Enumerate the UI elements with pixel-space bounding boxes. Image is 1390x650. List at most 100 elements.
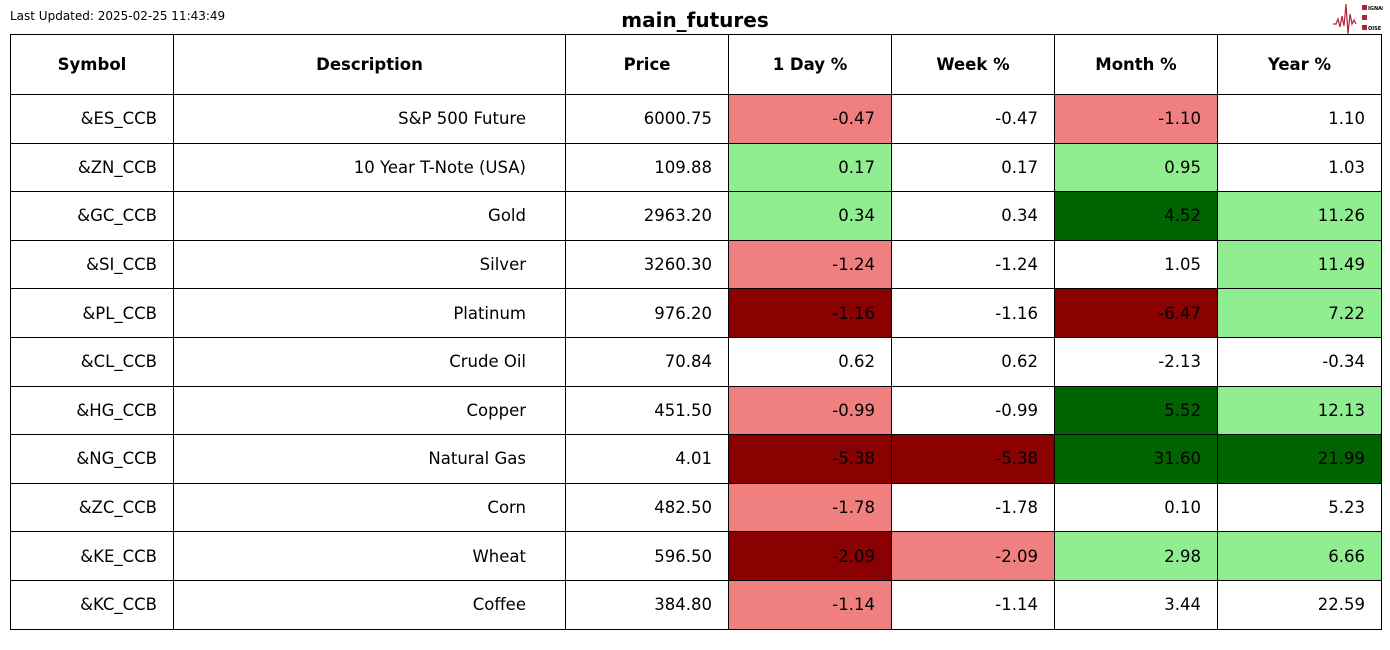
percent-cell: 0.62 <box>891 336 1055 387</box>
table-row: &ES_CCB S&P 500 Future 6000.75 -0.47 -0.47 -1… <box>10 94 1382 144</box>
percent-cell: -1.16 <box>891 288 1055 338</box>
percent-cell: -0.47 <box>728 94 892 144</box>
percent-cell: 2.98 <box>1054 531 1218 581</box>
price-cell: 6000.75 <box>565 94 729 144</box>
column-header: Description <box>173 34 566 95</box>
percent-cell: -5.38 <box>891 434 1055 484</box>
description-cell: Corn <box>173 482 566 533</box>
percent-cell: 1.05 <box>1054 239 1218 290</box>
price-cell: 384.80 <box>565 579 729 630</box>
percent-cell: 12.13 <box>1217 385 1382 436</box>
percent-cell: -1.16 <box>728 288 892 338</box>
description-cell: Coffee <box>173 579 566 630</box>
symbol-cell: &ZC_CCB <box>10 482 174 533</box>
percent-cell: -0.34 <box>1217 336 1382 387</box>
price-cell: 976.20 <box>565 288 729 338</box>
table-row: &KC_CCB Coffee 384.80 -1.14 -1.14 3.44 22.59 <box>10 579 1382 630</box>
price-cell: 596.50 <box>565 531 729 581</box>
column-header: 1 Day % <box>728 34 892 95</box>
table-row: &KE_CCB Wheat 596.50 -2.09 -2.09 2.98 6.66 <box>10 531 1382 581</box>
percent-cell: -2.09 <box>891 531 1055 581</box>
percent-cell: -1.24 <box>728 239 892 290</box>
price-cell: 3260.30 <box>565 239 729 290</box>
table-row: &ZC_CCB Corn 482.50 -1.78 -1.78 0.10 5.23 <box>10 482 1382 533</box>
symbol-cell: &PL_CCB <box>10 288 174 338</box>
percent-cell: -1.10 <box>1054 94 1218 144</box>
svg-text:OISE: OISE <box>1368 26 1382 32</box>
description-cell: 10 Year T-Note (USA) <box>173 142 566 193</box>
symbol-cell: &NG_CCB <box>10 434 174 484</box>
signal-2-noise-logo: IGNAL OISE <box>1333 3 1383 35</box>
percent-cell: -0.99 <box>728 385 892 436</box>
percent-cell: -6.47 <box>1054 288 1218 338</box>
percent-cell: 7.22 <box>1217 288 1382 338</box>
symbol-cell: &HG_CCB <box>10 385 174 436</box>
percent-cell: 0.10 <box>1054 482 1218 533</box>
percent-cell: 3.44 <box>1054 579 1218 630</box>
price-cell: 4.01 <box>565 434 729 484</box>
description-cell: Crude Oil <box>173 336 566 387</box>
percent-cell: -1.14 <box>728 579 892 630</box>
percent-cell: -2.09 <box>728 531 892 581</box>
percent-cell: 5.52 <box>1054 385 1218 436</box>
table-row: &GC_CCB Gold 2963.20 0.34 0.34 4.52 11.26 <box>10 191 1382 241</box>
column-header: Week % <box>891 34 1055 95</box>
percent-cell: 1.03 <box>1217 142 1382 193</box>
percent-cell: -1.14 <box>891 579 1055 630</box>
percent-cell: 22.59 <box>1217 579 1382 630</box>
price-cell: 451.50 <box>565 385 729 436</box>
table-row: &NG_CCB Natural Gas 4.01 -5.38 -5.38 31.60 21.… <box>10 434 1382 484</box>
percent-cell: -1.78 <box>891 482 1055 533</box>
percent-cell: 0.34 <box>891 191 1055 241</box>
percent-cell: -1.24 <box>891 239 1055 290</box>
price-cell: 109.88 <box>565 142 729 193</box>
percent-cell: -2.13 <box>1054 336 1218 387</box>
symbol-cell: &KE_CCB <box>10 531 174 581</box>
page-title: main_futures <box>621 8 769 32</box>
percent-cell: 4.52 <box>1054 191 1218 241</box>
symbol-cell: &GC_CCB <box>10 191 174 241</box>
column-header: Symbol <box>10 34 174 95</box>
symbol-cell: &ES_CCB <box>10 94 174 144</box>
percent-cell: -5.38 <box>728 434 892 484</box>
description-cell: S&P 500 Future <box>173 94 566 144</box>
column-header: Year % <box>1217 34 1382 95</box>
symbol-cell: &KC_CCB <box>10 579 174 630</box>
last-updated: Last Updated: 2025-02-25 11:43:49 <box>10 9 226 23</box>
percent-cell: 0.95 <box>1054 142 1218 193</box>
percent-cell: 21.99 <box>1217 434 1382 484</box>
table-row: &HG_CCB Copper 451.50 -0.99 -0.99 5.52 12.13 <box>10 385 1382 436</box>
symbol-cell: &ZN_CCB <box>10 142 174 193</box>
percent-cell: 1.10 <box>1217 94 1382 144</box>
price-cell: 70.84 <box>565 336 729 387</box>
percent-cell: 6.66 <box>1217 531 1382 581</box>
description-cell: Gold <box>173 191 566 241</box>
svg-text:IGNAL: IGNAL <box>1368 6 1383 12</box>
table-row: &PL_CCB Platinum 976.20 -1.16 -1.16 -6.47 7.22 <box>10 288 1382 338</box>
percent-cell: 0.17 <box>891 142 1055 193</box>
percent-cell: 11.49 <box>1217 239 1382 290</box>
table-row: &ZN_CCB 10 Year T-Note (USA) 109.88 0.17 0.1… <box>10 142 1382 193</box>
price-cell: 2963.20 <box>565 191 729 241</box>
description-cell: Copper <box>173 385 566 436</box>
percent-cell: -0.47 <box>891 94 1055 144</box>
header-row: Symbol Description Price 1 Day % Week % Month… <box>10 34 1382 95</box>
table-row: &SI_CCB Silver 3260.30 -1.24 -1.24 1.05 11.49 <box>10 239 1382 290</box>
price-cell: 482.50 <box>565 482 729 533</box>
percent-cell: 0.34 <box>728 191 892 241</box>
percent-cell: 5.23 <box>1217 482 1382 533</box>
percent-cell: -1.78 <box>728 482 892 533</box>
percent-cell: 31.60 <box>1054 434 1218 484</box>
description-cell: Silver <box>173 239 566 290</box>
percent-cell: 11.26 <box>1217 191 1382 241</box>
percent-cell: -0.99 <box>891 385 1055 436</box>
futures-table: Symbol Description Price 1 Day % Week % Month… <box>10 34 1382 630</box>
symbol-cell: &CL_CCB <box>10 336 174 387</box>
percent-cell: 0.17 <box>728 142 892 193</box>
table-row: &CL_CCB Crude Oil 70.84 0.62 0.62 -2.13 -0.34 <box>10 336 1382 387</box>
symbol-cell: &SI_CCB <box>10 239 174 290</box>
description-cell: Platinum <box>173 288 566 338</box>
description-cell: Natural Gas <box>173 434 566 484</box>
column-header: Month % <box>1054 34 1218 95</box>
description-cell: Wheat <box>173 531 566 581</box>
